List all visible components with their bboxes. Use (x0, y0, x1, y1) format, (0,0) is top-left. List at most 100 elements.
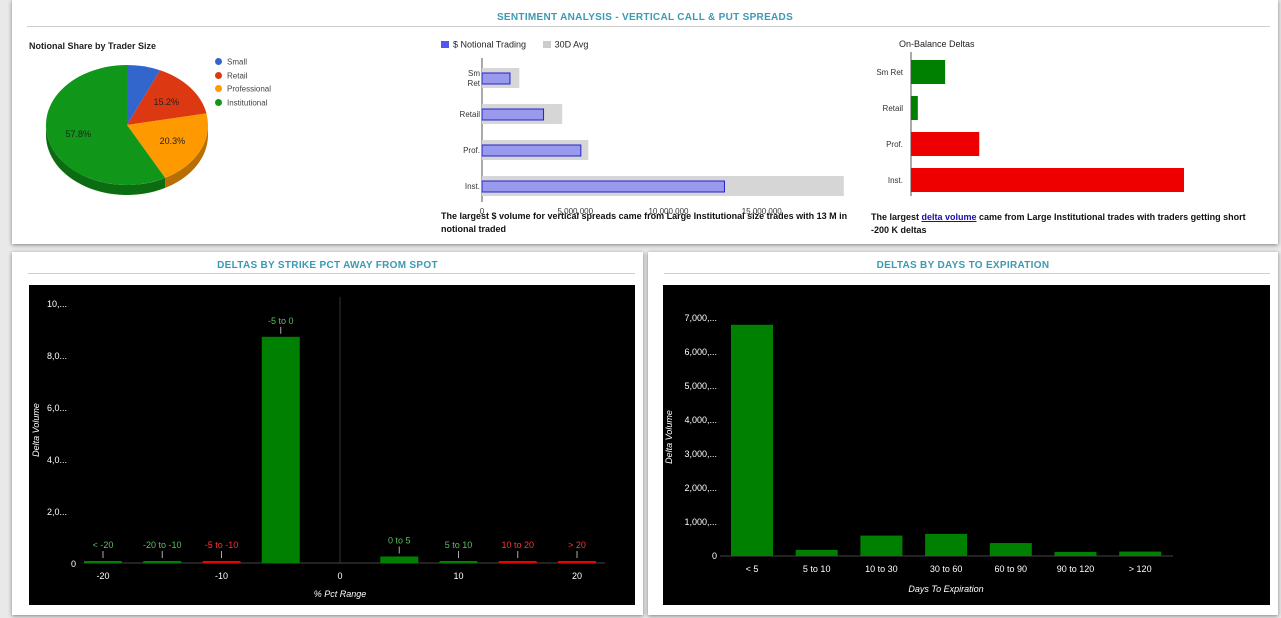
title-rule (27, 26, 1270, 27)
y-tick-label: 4,000,... (684, 415, 717, 425)
strike-pct-chart: 10,... 8,0... 6,0... 4,0... 2,0... 0 -20 -10 0 10… (31, 297, 605, 599)
panel-title: DELTAS BY STRIKE PCT AWAY FROM SPOT (217, 260, 438, 271)
legend-item-institutional: Institutional (215, 96, 271, 110)
delta-bar-inst (911, 168, 1184, 192)
pie-slice-institutional (46, 65, 166, 185)
legend-dot (215, 71, 222, 79)
notional-bar-sm-ret (481, 72, 511, 85)
notional-bar-inst (481, 180, 725, 193)
deltas-caption-pre: The largest (871, 212, 922, 222)
notional-legend: $ Notional Trading 30D Avg (441, 39, 588, 50)
bar-120 (1119, 551, 1162, 556)
category-label: Prof. (886, 140, 903, 149)
y-tick-label: 8,0... (47, 351, 67, 361)
pie-chart-title: Notional Share by Trader Size (29, 41, 157, 51)
on-balance-deltas-chart: Sm Ret Retail Prof. Inst. (876, 52, 1184, 196)
pie-slice-professional (127, 113, 208, 178)
y-tick-label: 5,000,... (684, 381, 717, 391)
y-tick-label: 0 (712, 551, 717, 561)
x-tick-label: -20 (96, 571, 109, 581)
pie-slice-retail (127, 70, 207, 125)
bar-10-to-20 (498, 561, 537, 563)
delta-bar-retail (911, 96, 918, 120)
bar-label-10-to-20: 10 to 20 (501, 540, 534, 550)
legend-dot (215, 85, 222, 93)
bar-label-5-to-10: -5 to -10 (205, 540, 239, 550)
panel-title: DELTAS BY DAYS TO EXPIRATION (876, 260, 1050, 271)
pie-side-professional (165, 125, 208, 188)
y-tick-label: 6,000,... (684, 347, 717, 357)
x-tick-label: < 5 (746, 564, 759, 574)
x-tick-label: 5,000,000 (557, 207, 593, 216)
bar-30-to-60 (925, 533, 968, 556)
panel-title: SENTIMENT ANALYSIS - VERTICAL CALL & PUT… (496, 12, 794, 23)
bar-label-20: < -20 (93, 540, 114, 550)
bar-0-to-5 (380, 556, 419, 563)
x-axis-title: % Pct Range (314, 589, 367, 599)
legend-dot (215, 98, 222, 106)
x-axis-title: Days To Expiration (908, 584, 983, 594)
x-tick-label: 60 to 90 (995, 564, 1028, 574)
category-label: Prof. (463, 146, 480, 155)
y-axis-title: Delta Volume (664, 410, 674, 464)
days-to-expiration-chart: 7,000,... 6,000,... 5,000,... 4,000,... 3,00… (664, 313, 1173, 594)
bar-10-to-30 (860, 535, 903, 556)
bar-20-to-10 (143, 561, 182, 563)
legend-item-retail: Retail (215, 69, 271, 83)
expiration-panel: DELTAS BY DAYS TO EXPIRATION 7,000,... 6,… (648, 252, 1278, 615)
bar-5-to-10 (202, 561, 241, 563)
pie-chart: 15.2% 20.3% 57.8% (46, 65, 208, 195)
legend-label-avg: 30D Avg (554, 39, 589, 50)
bar-60-to-90 (989, 543, 1032, 556)
legend-item-professional: Professional (215, 82, 271, 96)
pie-label-professional: 20.3% (160, 136, 186, 146)
legend-label-notional: $ Notional Trading (453, 39, 527, 50)
bar-label-5-to-0: -5 to 0 (268, 316, 294, 326)
pie-label-institutional: 57.8% (66, 129, 92, 139)
y-tick-label: 10,... (47, 299, 67, 309)
category-label: Inst. (888, 176, 903, 185)
x-tick-label: 10 to 30 (865, 564, 898, 574)
legend-label: Retail (227, 70, 248, 80)
bar-label-0-to-5: 0 to 5 (388, 536, 411, 546)
legend-label: Professional (227, 84, 272, 94)
bar-90-to-120 (1054, 551, 1097, 556)
legend-dot (215, 58, 222, 66)
y-tick-label: 0 (71, 559, 76, 569)
bar-20 (84, 561, 122, 563)
y-axis-title: Delta Volume (31, 403, 41, 457)
bar-5-to-10 (795, 549, 838, 556)
x-tick-label: 0 (480, 207, 485, 216)
delta-volume-link[interactable]: delta volume (921, 212, 977, 222)
category-label: Retail (460, 110, 481, 119)
deltas-chart-title: On-Balance Deltas (899, 39, 975, 49)
x-tick-label: 15,000,000 (742, 207, 783, 216)
bar-label-20: > 20 (568, 540, 586, 550)
pie-slice-small (127, 65, 161, 125)
pie-side-institutional (46, 125, 166, 195)
x-tick-label: 30 to 60 (930, 564, 963, 574)
delta-bar-prof (911, 132, 980, 156)
strike-pct-panel: DELTAS BY STRIKE PCT AWAY FROM SPOT 10,.… (12, 252, 643, 615)
y-tick-label: 4,0... (47, 455, 67, 465)
category-label: Sm Ret (876, 68, 903, 77)
pie-label-retail: 15.2% (154, 97, 180, 107)
y-tick-label: 1,000,... (684, 517, 717, 527)
bar-5-to-0 (261, 336, 300, 563)
notional-bar-retail (481, 108, 545, 121)
legend-label: Institutional (227, 97, 268, 107)
x-tick-label: 20 (572, 571, 582, 581)
x-tick-label: 0 (337, 571, 342, 581)
y-tick-label: 7,000,... (684, 313, 717, 323)
bar-5-to-10 (439, 561, 478, 563)
category-label: Ret (468, 79, 481, 88)
pie-legend: Small Retail Professional Institutional (215, 55, 271, 109)
title-rule (28, 273, 635, 274)
y-tick-label: 2,000,... (684, 483, 717, 493)
y-tick-label: 3,000,... (684, 449, 717, 459)
y-tick-label: 6,0... (47, 403, 67, 413)
x-tick-label: > 120 (1129, 564, 1152, 574)
x-tick-label: 5 to 10 (803, 564, 831, 574)
legend-swatch-notional (441, 41, 449, 49)
